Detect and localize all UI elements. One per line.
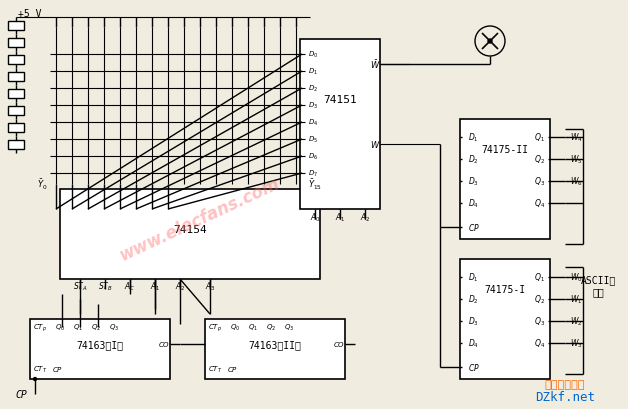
Text: ASCII码: ASCII码 — [580, 274, 615, 284]
Text: $CO$: $CO$ — [158, 339, 170, 348]
FancyBboxPatch shape — [8, 107, 24, 116]
Text: $D_2$: $D_2$ — [468, 293, 479, 306]
Text: www.elecfans.com: www.elecfans.com — [117, 175, 283, 265]
Text: $CT_p$: $CT_p$ — [33, 321, 47, 333]
FancyBboxPatch shape — [205, 319, 345, 379]
Text: $Q_4$: $Q_4$ — [534, 197, 545, 210]
FancyBboxPatch shape — [300, 40, 380, 209]
FancyBboxPatch shape — [460, 259, 550, 379]
Text: $D_4$: $D_4$ — [468, 197, 479, 210]
Text: $CT_T$: $CT_T$ — [33, 364, 47, 374]
Text: $Q_1$: $Q_1$ — [73, 322, 83, 332]
Text: $W_3$: $W_3$ — [570, 337, 583, 349]
Text: $Q_4$: $Q_4$ — [534, 337, 545, 349]
Text: $CT_T$: $CT_T$ — [208, 364, 222, 374]
Text: $D_3$: $D_3$ — [468, 175, 479, 188]
Text: $Q_1$: $Q_1$ — [534, 271, 545, 283]
FancyBboxPatch shape — [8, 90, 24, 99]
Text: $D_6$: $D_6$ — [308, 151, 318, 162]
Text: 输出: 输出 — [592, 286, 604, 296]
Text: 电子开发社区: 电子开发社区 — [544, 379, 585, 389]
Text: $D_4$: $D_4$ — [308, 118, 318, 128]
Text: $CP$: $CP$ — [468, 222, 480, 233]
Text: $CO$: $CO$ — [333, 339, 345, 348]
Text: +5 V: +5 V — [18, 9, 41, 19]
Text: $D_2$: $D_2$ — [468, 153, 479, 166]
Text: $\bar{W}$: $\bar{W}$ — [370, 58, 381, 71]
FancyBboxPatch shape — [60, 189, 320, 279]
Text: 74154: 74154 — [173, 225, 207, 234]
Text: $CP$: $CP$ — [468, 362, 480, 373]
Text: $A_0$: $A_0$ — [310, 211, 320, 224]
Text: $W_0$: $W_0$ — [570, 271, 583, 283]
Text: $Q_2$: $Q_2$ — [266, 322, 276, 332]
Text: $Q_2$: $Q_2$ — [534, 153, 545, 166]
Text: $CT_p$: $CT_p$ — [208, 321, 222, 333]
Text: $Q_3$: $Q_3$ — [109, 322, 119, 332]
Text: $Q_1$: $Q_1$ — [534, 131, 545, 144]
Text: $D_4$: $D_4$ — [468, 337, 479, 349]
Circle shape — [488, 40, 492, 44]
Text: $Q_2$: $Q_2$ — [91, 322, 101, 332]
Text: $Q_1$: $Q_1$ — [248, 322, 258, 332]
Text: $Q_2$: $Q_2$ — [534, 293, 545, 306]
Text: 74175-I: 74175-I — [484, 284, 526, 294]
FancyBboxPatch shape — [460, 120, 550, 239]
Text: $A_2$: $A_2$ — [360, 211, 371, 224]
Text: $CP$: $CP$ — [53, 364, 63, 373]
Text: $A_2$: $A_2$ — [175, 280, 185, 292]
Text: $D_5$: $D_5$ — [308, 135, 318, 145]
Text: $W$: $W$ — [370, 139, 381, 150]
Text: DZkf.net: DZkf.net — [535, 391, 595, 404]
Text: $Q_3$: $Q_3$ — [284, 322, 294, 332]
FancyBboxPatch shape — [8, 22, 24, 31]
Text: 74175-II: 74175-II — [482, 145, 529, 155]
Text: $ST_A$: $ST_A$ — [73, 280, 87, 292]
Text: $D_1$: $D_1$ — [308, 67, 318, 77]
Circle shape — [33, 378, 36, 380]
Text: $A_C$: $A_C$ — [124, 280, 136, 292]
Text: $A_1$: $A_1$ — [149, 280, 160, 292]
Text: $Q_0$: $Q_0$ — [55, 322, 65, 332]
Text: $W_6$: $W_6$ — [570, 175, 583, 188]
Text: $A_3$: $A_3$ — [205, 280, 215, 292]
FancyBboxPatch shape — [8, 124, 24, 133]
Text: $W_2$: $W_2$ — [570, 315, 582, 328]
Text: $CP$: $CP$ — [227, 364, 239, 373]
Text: $\bar{Y}_0$: $\bar{Y}_0$ — [38, 178, 48, 192]
Text: 74163（II）: 74163（II） — [249, 339, 301, 349]
Text: $Q_0$: $Q_0$ — [230, 322, 240, 332]
Text: $ST_B$: $ST_B$ — [97, 280, 112, 292]
Text: $Q_3$: $Q_3$ — [534, 175, 545, 188]
Text: 74163（I）: 74163（I） — [77, 339, 124, 349]
Text: CP: CP — [15, 389, 27, 399]
Text: $A_1$: $A_1$ — [335, 211, 345, 224]
Text: $D_7$: $D_7$ — [308, 169, 318, 179]
Text: $D_2$: $D_2$ — [308, 84, 318, 94]
Text: $Q_3$: $Q_3$ — [534, 315, 545, 328]
FancyBboxPatch shape — [8, 73, 24, 82]
Text: $D_0$: $D_0$ — [308, 50, 318, 60]
FancyBboxPatch shape — [8, 56, 24, 65]
Text: $D_1$: $D_1$ — [468, 271, 479, 283]
FancyBboxPatch shape — [8, 39, 24, 48]
Text: $D_3$: $D_3$ — [468, 315, 479, 328]
Text: $D_1$: $D_1$ — [468, 131, 479, 144]
Text: $W_4$: $W_4$ — [570, 131, 583, 144]
FancyBboxPatch shape — [30, 319, 170, 379]
Text: 74151: 74151 — [323, 95, 357, 105]
FancyBboxPatch shape — [8, 141, 24, 150]
Text: $\bar{Y}_{15}$: $\bar{Y}_{15}$ — [308, 178, 322, 192]
Text: $W_1$: $W_1$ — [570, 293, 582, 306]
Text: $W_5$: $W_5$ — [570, 153, 582, 166]
Text: $D_3$: $D_3$ — [308, 101, 318, 111]
